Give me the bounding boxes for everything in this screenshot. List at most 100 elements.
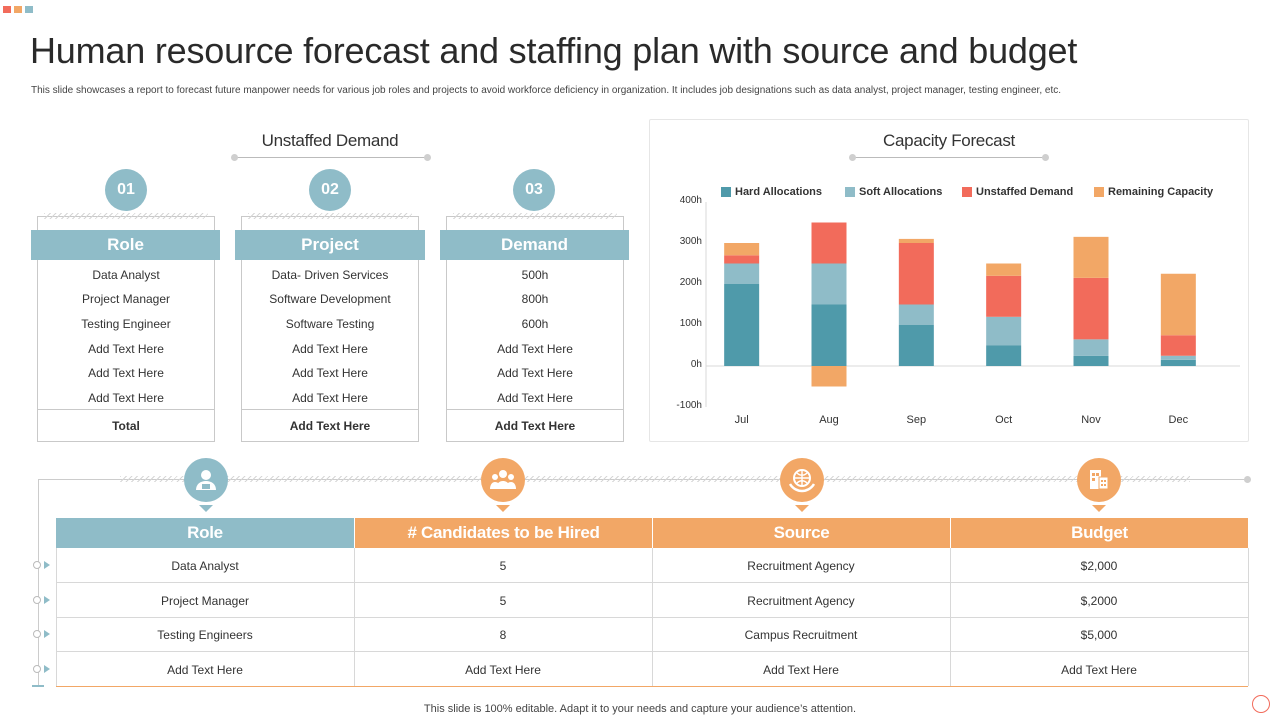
- y-tick-label: 0h: [690, 359, 702, 370]
- role-item: Add Text Here: [88, 366, 164, 380]
- table-cell-budget: Add Text Here: [1061, 663, 1137, 677]
- capacity-heading: Capacity Forecast: [883, 131, 1015, 150]
- role-item: Add Text Here: [88, 342, 164, 356]
- bar-soft-allocations-nov: [1073, 339, 1109, 356]
- bar-remaining-capacity-dec: [1160, 273, 1196, 336]
- unstaffed-line-dot-left: [231, 154, 238, 161]
- budget-building-icon: [1077, 458, 1121, 502]
- project-total-separator: [241, 409, 419, 410]
- timeline-end-dot: [1244, 476, 1251, 483]
- table-row-sep: [56, 617, 1248, 618]
- project-item: Add Text Here: [292, 366, 368, 380]
- table-header-source: Source: [653, 518, 950, 548]
- globe-pointer: [795, 505, 809, 512]
- bar-soft-allocations-aug: [811, 263, 847, 305]
- user-pointer: [199, 505, 213, 512]
- bar-remaining-capacity-oct: [986, 263, 1022, 276]
- legend-swatch-hard: [721, 187, 731, 197]
- legend-label: Soft Allocations: [859, 186, 943, 198]
- y-tick-label: 300h: [679, 236, 702, 247]
- role-total-separator: [37, 409, 215, 410]
- bar-soft-allocations-sep: [898, 304, 934, 325]
- project-item: Software Development: [269, 292, 391, 306]
- unstaffed-line-dot-right: [424, 154, 431, 161]
- demand-total-separator: [446, 409, 624, 410]
- bar-hard-allocations-nov: [1073, 355, 1109, 366]
- x-tick-label: Aug: [819, 414, 839, 426]
- legend-swatch-unstaffed: [962, 187, 972, 197]
- role-column-header: Role: [31, 230, 220, 260]
- legend-remaining-capacity: Remaining Capacity: [1094, 186, 1213, 198]
- row-marker-arrow: [44, 596, 50, 604]
- group-pointer: [496, 505, 510, 512]
- demand-item: 500h: [521, 268, 549, 282]
- table-cell-role: Add Text Here: [167, 663, 243, 677]
- bar-hard-allocations-oct: [986, 345, 1022, 366]
- legend-unstaffed-demand: Unstaffed Demand: [962, 186, 1073, 198]
- row-marker-arrow: [44, 665, 50, 673]
- row-marker-dot: [33, 596, 41, 604]
- bar-remaining-capacity-sep: [898, 238, 934, 243]
- project-item: Add Text Here: [292, 342, 368, 356]
- table-cell-role: Data Analyst: [171, 559, 239, 573]
- timeline-left-cap: [32, 685, 44, 687]
- bar-hard-allocations-dec: [1160, 359, 1196, 366]
- unstaffed-heading: Unstaffed Demand: [261, 131, 399, 150]
- corner-ring: [1252, 695, 1270, 713]
- table-cell-source: Recruitment Agency: [747, 594, 855, 608]
- x-tick-label: Jul: [734, 414, 749, 426]
- table-bottom-border: [56, 686, 1248, 687]
- row-marker-dot: [33, 630, 41, 638]
- bar-hard-allocations-jul: [724, 284, 760, 366]
- user-icon: [184, 458, 228, 502]
- bar-remaining-capacity-aug: [811, 366, 847, 387]
- project-item: Add Text Here: [292, 391, 368, 405]
- row-marker-arrow: [44, 630, 50, 638]
- legend-soft-allocations: Soft Allocations: [845, 186, 942, 198]
- project-column-header: Project: [235, 230, 425, 260]
- project-item: Software Testing: [285, 317, 375, 331]
- demand-item: Add Text Here: [497, 391, 573, 405]
- demand-item: Add Text Here: [497, 366, 573, 380]
- corner-square-2: [14, 6, 22, 13]
- timeline-hatch: [120, 476, 1190, 482]
- role-hatch: [44, 213, 208, 219]
- project-item: Data- Driven Services: [271, 268, 389, 282]
- demand-hatch: [453, 213, 617, 219]
- x-tick-label: Oct: [995, 414, 1013, 426]
- demand-column-header: Demand: [440, 230, 629, 260]
- table-cell-budget: $,2000: [1080, 594, 1118, 608]
- row-marker-arrow: [44, 561, 50, 569]
- table-cell-candidates: Add Text Here: [465, 663, 541, 677]
- legend-label: Hard Allocations: [735, 186, 822, 198]
- page-title: Human resource forecast and staffing pla…: [30, 30, 1078, 71]
- y-tick-label: -100h: [676, 400, 702, 411]
- table-row-sep: [56, 582, 1248, 583]
- y-tick-label: 100h: [679, 318, 702, 329]
- timeline-left-vertical: [38, 479, 39, 685]
- role-total: Total: [112, 419, 140, 433]
- role-item: Data Analyst: [92, 268, 160, 282]
- row-marker-dot: [33, 561, 41, 569]
- y-tick-label: 200h: [679, 277, 702, 288]
- table-cell-budget: $5,000: [1080, 628, 1118, 642]
- corner-square-1: [3, 6, 11, 13]
- table-row-sep: [56, 651, 1248, 652]
- table-cell-budget: $2,000: [1080, 559, 1118, 573]
- bar-hard-allocations-aug: [811, 304, 847, 366]
- x-tick-label: Dec: [1168, 414, 1189, 426]
- page-subtitle: This slide showcases a report to forecas…: [31, 85, 1062, 96]
- legend-hard-allocations: Hard Allocations: [721, 186, 822, 198]
- bar-unstaffed-demand-dec: [1160, 335, 1196, 356]
- step-circle-3: 03: [513, 169, 555, 211]
- step-circle-2: 02: [309, 169, 351, 211]
- step-circle-1: 01: [105, 169, 147, 211]
- bar-soft-allocations-jul: [724, 263, 760, 284]
- globe-hands-icon: [780, 458, 824, 502]
- bar-unstaffed-demand-jul: [724, 255, 760, 264]
- corner-square-3: [25, 6, 33, 13]
- table-cell-candidates: 5: [499, 559, 507, 573]
- legend-label: Unstaffed Demand: [976, 186, 1074, 198]
- demand-total: Add Text Here: [494, 419, 576, 433]
